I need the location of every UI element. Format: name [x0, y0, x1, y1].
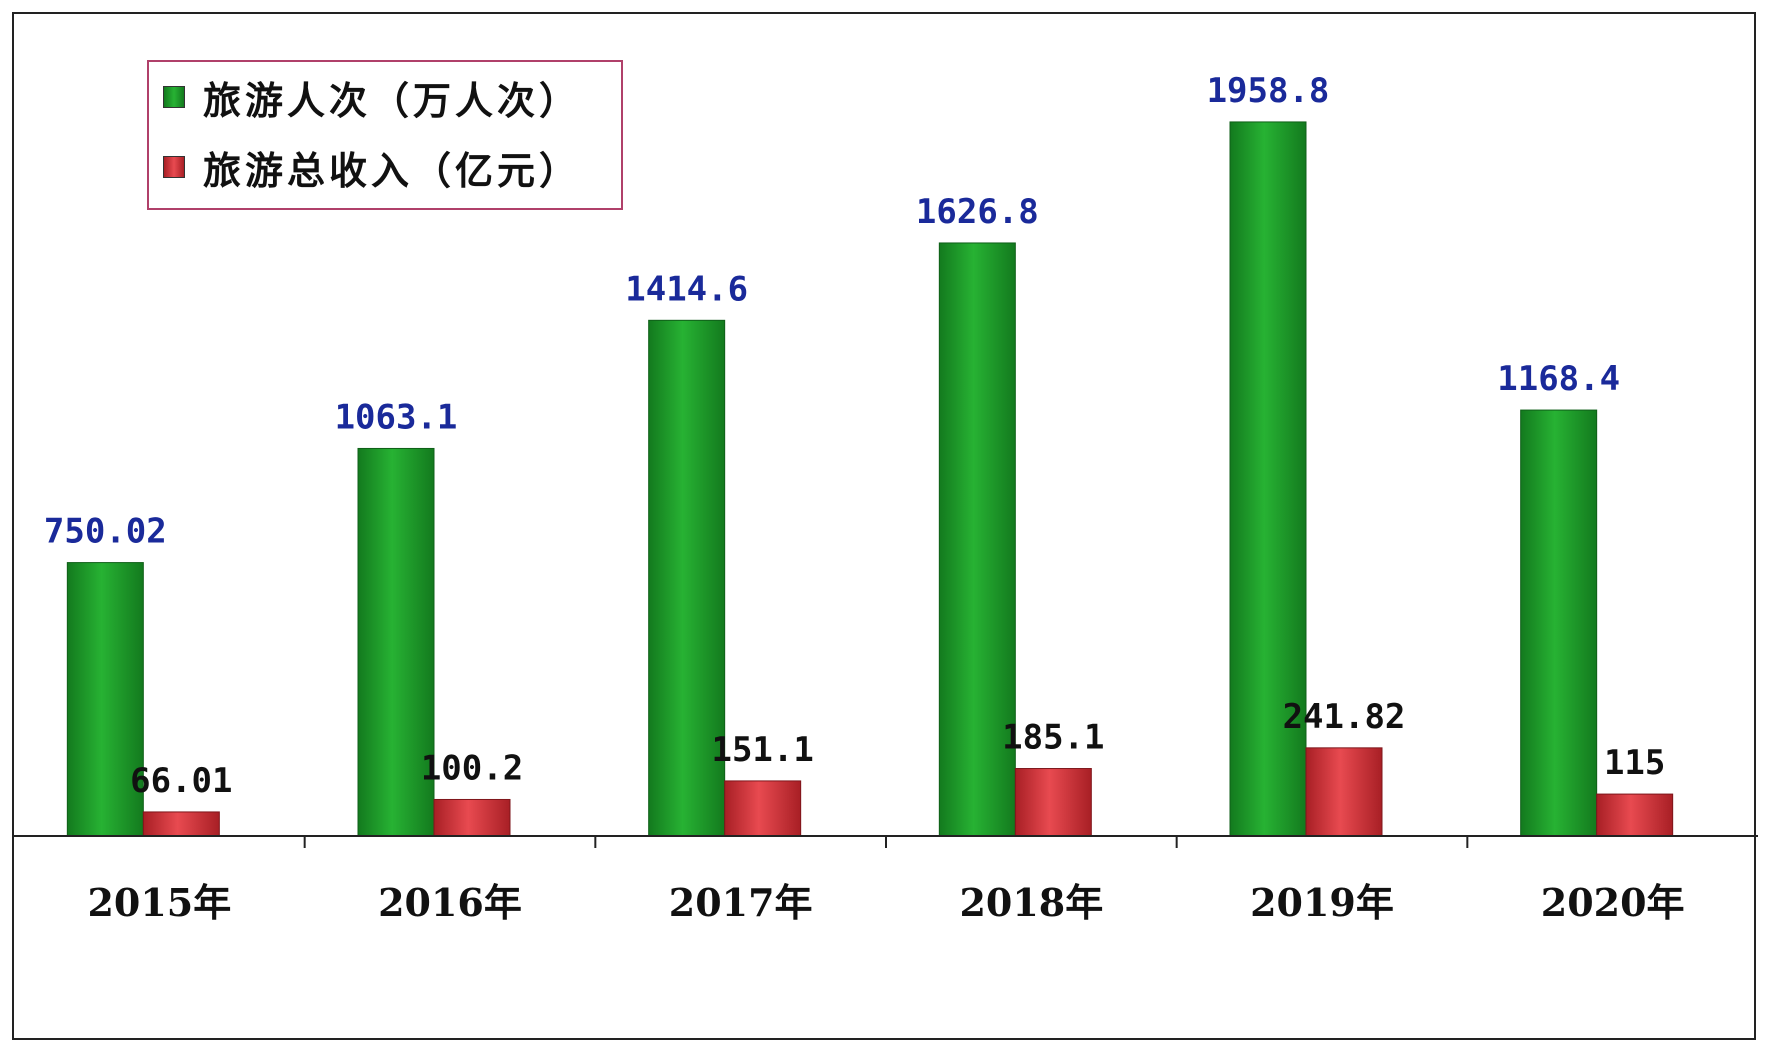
data-label-revenue-2015年: 66.01: [130, 761, 232, 801]
bar-revenue-2016年: [433, 798, 511, 837]
x-tick-label: 2015年: [87, 880, 231, 925]
data-label-visitors-2019年: 1958.8: [1207, 71, 1330, 111]
data-label-visitors-2017年: 1414.6: [625, 269, 748, 309]
bar-revenue-2015年: [142, 811, 220, 837]
data-label-revenue-2017年: 151.1: [711, 730, 813, 770]
bar-visitors-2017年: [648, 319, 726, 837]
data-label-visitors-2018年: 1626.8: [916, 192, 1039, 232]
data-label-visitors-2015年: 750.02: [44, 512, 167, 552]
legend-item-revenue: 旅游总收入（亿元）: [163, 142, 582, 193]
x-tick-label: 2020年: [1541, 880, 1685, 925]
x-tick-label: 2017年: [669, 880, 813, 925]
bar-revenue-2019年: [1305, 747, 1383, 837]
chart-frame: 750.02 66.01 2015年 1063.1 100.2 2016年 1414.6 15…: [12, 12, 1758, 1040]
x-tick-label: 2019年: [1250, 880, 1394, 925]
bar-revenue-2020年: [1596, 793, 1674, 837]
bar-visitors-2015年: [66, 562, 144, 837]
bar-visitors-2020年: [1520, 409, 1598, 837]
bar-chart: 750.02 66.01 2015年 1063.1 100.2 2016年 1414.6 15…: [14, 71, 1758, 925]
legend-item-visitors: 旅游人次（万人次）: [163, 72, 582, 123]
data-label-revenue-2020年: 115: [1604, 743, 1665, 783]
data-label-revenue-2018年: 185.1: [1002, 718, 1104, 758]
legend-swatch-revenue: [163, 156, 185, 178]
data-label-visitors-2020年: 1168.4: [1497, 359, 1620, 399]
bar-revenue-2018年: [1014, 768, 1092, 837]
legend-swatch-visitors: [163, 86, 185, 108]
data-label-visitors-2016年: 1063.1: [335, 397, 458, 437]
bar-visitors-2016年: [357, 447, 435, 837]
legend-label-revenue: 旅游总收入（亿元）: [203, 148, 582, 193]
data-label-revenue-2019年: 241.82: [1283, 697, 1406, 737]
legend: 旅游人次（万人次） 旅游总收入（亿元）: [147, 60, 623, 210]
x-tick-label: 2018年: [959, 880, 1103, 925]
data-label-revenue-2016年: 100.2: [421, 748, 523, 788]
legend-label-visitors: 旅游人次（万人次）: [203, 78, 582, 123]
bar-revenue-2017年: [724, 780, 802, 837]
x-tick-label: 2016年: [378, 880, 522, 925]
